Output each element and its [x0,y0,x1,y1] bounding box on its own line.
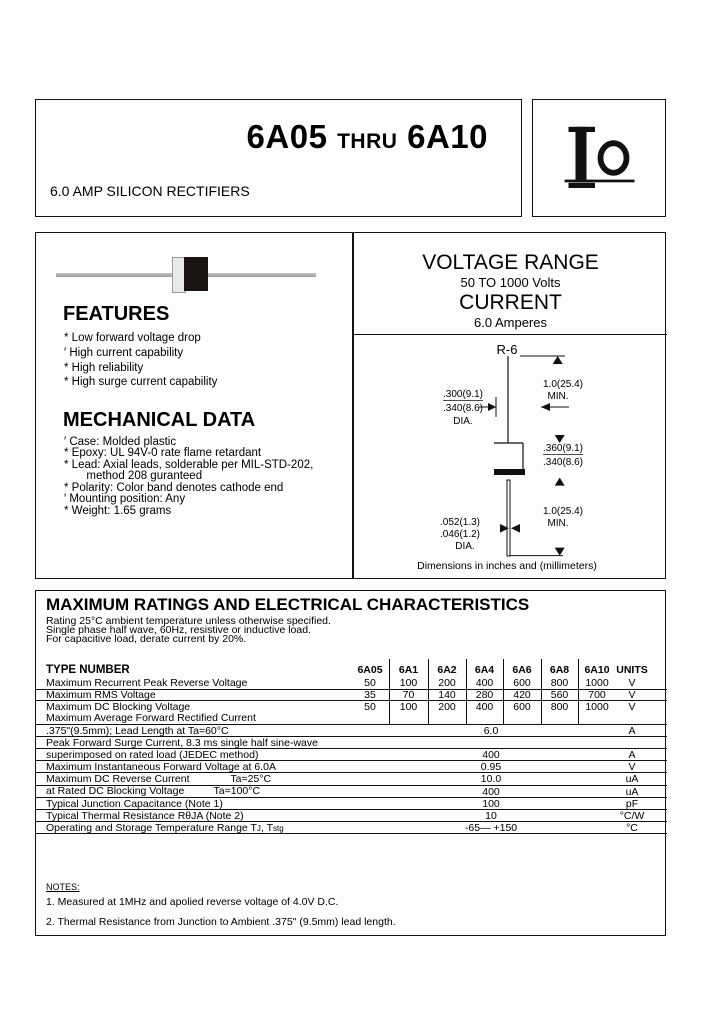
svg-text:MIN.: MIN. [547,518,568,529]
svg-text:DIA.: DIA. [455,541,474,552]
svg-text:.052(1.3): .052(1.3) [440,517,480,528]
svg-text:Dimensions in inches and (mill: Dimensions in inches and (millimeters) [417,560,597,572]
svg-text:.340(8.6): .340(8.6) [443,403,483,414]
svg-text:DIA.: DIA. [453,416,472,427]
svg-text:.300(9.1): .300(9.1) [443,389,483,400]
svg-text:R-6: R-6 [497,342,518,357]
svg-text:1.0(25.4): 1.0(25.4) [543,506,583,517]
svg-text:MIN.: MIN. [547,391,568,402]
svg-text:1.0(25.4): 1.0(25.4) [543,379,583,390]
svg-text:.340(8.6): .340(8.6) [543,457,583,468]
svg-text:.046(1.2): .046(1.2) [440,529,480,540]
svg-text:.360(9.1): .360(9.1) [543,443,583,454]
